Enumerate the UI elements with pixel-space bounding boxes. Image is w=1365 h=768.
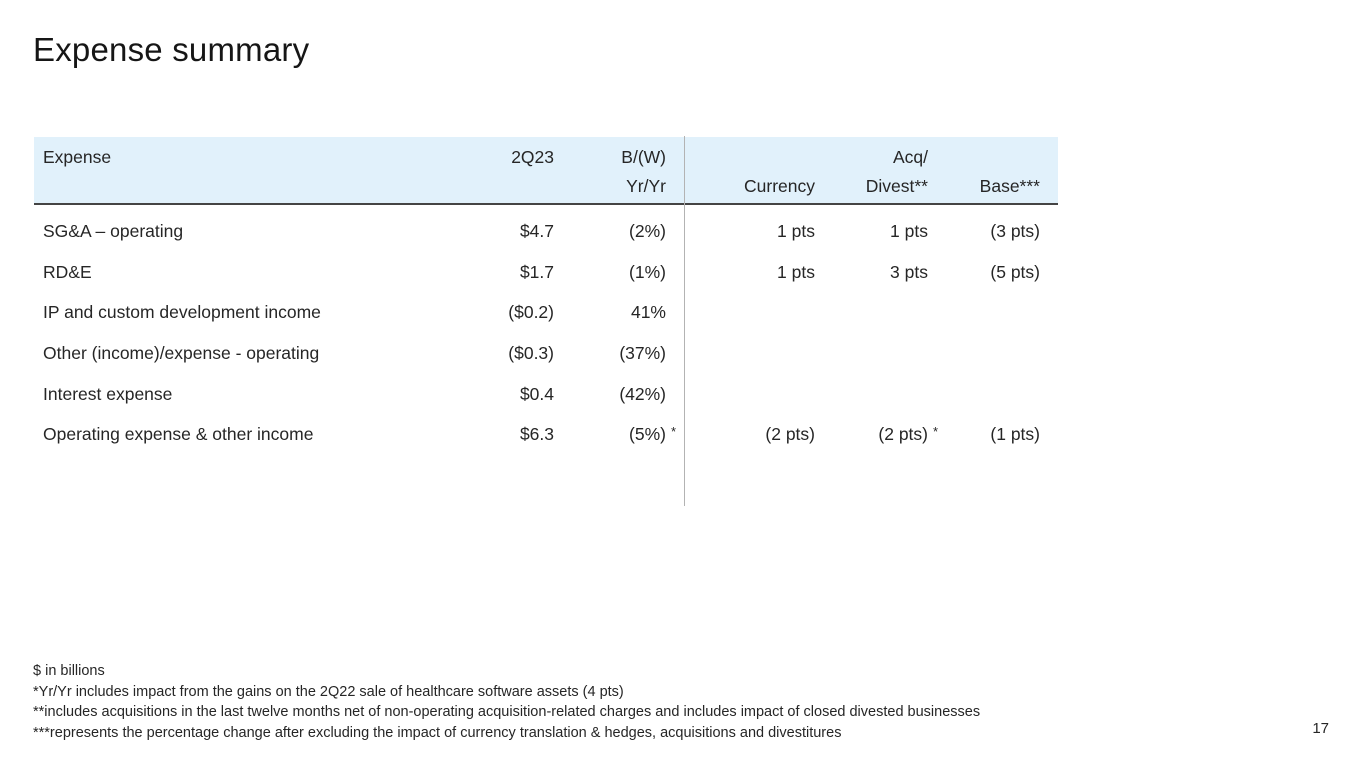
header-currency: Currency xyxy=(744,176,815,196)
yoy-value: (42%) xyxy=(619,383,666,404)
base-value: (5 pts) xyxy=(990,261,1040,282)
expense-label: SG&A – operating xyxy=(43,220,184,241)
yoy-value: 41% xyxy=(630,302,666,323)
yoy-value: (1%) xyxy=(629,261,666,282)
page-number: 17 xyxy=(1312,720,1329,737)
header-expense: Expense xyxy=(43,147,112,167)
expense-label: Other (income)/expense - operating xyxy=(43,342,320,363)
footnote-marker: * xyxy=(670,424,676,440)
footnotes: $ in billions *Yr/Yr includes impact fro… xyxy=(33,661,980,743)
q223-value: $0.4 xyxy=(519,383,554,404)
currency-value: 1 pts xyxy=(777,220,815,241)
yoy-value: (5%) * xyxy=(629,424,676,445)
divest-value: 3 pts xyxy=(890,261,928,282)
table-row: RD&E $1.7 (1%) 1 pts 3 pts (5 pts) xyxy=(34,252,1058,293)
header-acq: Acq/ xyxy=(892,147,928,167)
header-2q23: 2Q23 xyxy=(511,147,554,167)
table-header: Expense 2Q23 B/(W) Acq/ Yr/Yr Currency D… xyxy=(34,137,1058,205)
header-yryr: Yr/Yr xyxy=(626,176,666,196)
yoy-value: (37%) xyxy=(619,342,666,363)
expense-label: IP and custom development income xyxy=(43,302,321,323)
expense-table: Expense 2Q23 B/(W) Acq/ Yr/Yr Currency D… xyxy=(34,136,1058,506)
table-row: Operating expense & other income $6.3 (5… xyxy=(34,414,1058,455)
expense-label: Operating expense & other income xyxy=(43,424,314,445)
table-row: Interest expense $0.4 (42%) xyxy=(34,374,1058,415)
currency-value: (2 pts) xyxy=(765,424,815,445)
base-value: (3 pts) xyxy=(990,220,1040,241)
column-divider-line xyxy=(684,136,685,506)
expense-label: Interest expense xyxy=(43,383,173,404)
header-bw: B/(W) xyxy=(621,147,666,167)
expense-label: RD&E xyxy=(43,261,92,282)
q223-value: $1.7 xyxy=(519,261,554,282)
table-row: SG&A – operating $4.7 (2%) 1 pts 1 pts (… xyxy=(34,211,1058,252)
page-title: Expense summary xyxy=(33,31,310,68)
q223-value: ($0.3) xyxy=(508,342,554,363)
footnote-line: *Yr/Yr includes impact from the gains on… xyxy=(33,683,624,700)
table-row: IP and custom development income ($0.2) … xyxy=(34,292,1058,333)
base-value: (1 pts) xyxy=(990,424,1040,445)
table-row: Other (income)/expense - operating ($0.3… xyxy=(34,333,1058,374)
footnote-marker: * xyxy=(932,424,938,440)
q223-value: ($0.2) xyxy=(508,302,554,323)
q223-value: $6.3 xyxy=(519,424,554,445)
table-body: SG&A – operating $4.7 (2%) 1 pts 1 pts (… xyxy=(34,205,1058,455)
divest-value: 1 pts xyxy=(890,220,928,241)
yoy-value: (2%) xyxy=(629,220,666,241)
divest-value: (2 pts) * xyxy=(878,424,938,445)
header-base: Base*** xyxy=(979,176,1040,196)
q223-value: $4.7 xyxy=(519,220,554,241)
footnote-line: ***represents the percentage change afte… xyxy=(33,724,842,741)
footnote-line: **includes acquisitions in the last twel… xyxy=(33,704,981,721)
header-divest: Divest** xyxy=(865,176,928,196)
currency-value: 1 pts xyxy=(777,261,815,282)
footnote-line: $ in billions xyxy=(33,663,105,679)
